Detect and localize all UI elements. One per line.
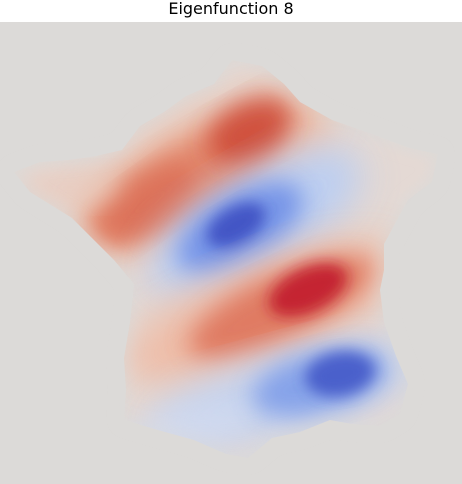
west-faint-red — [20, 169, 120, 205]
country-field — [14, 60, 438, 458]
upper-negative-band — [148, 149, 362, 295]
plot-title: Eigenfunction 8 — [168, 0, 294, 18]
upper-positive-band — [67, 84, 333, 260]
country-halo — [9, 56, 442, 462]
eigenfunction-heatmap — [0, 22, 462, 484]
middle-positive-band — [124, 240, 406, 384]
